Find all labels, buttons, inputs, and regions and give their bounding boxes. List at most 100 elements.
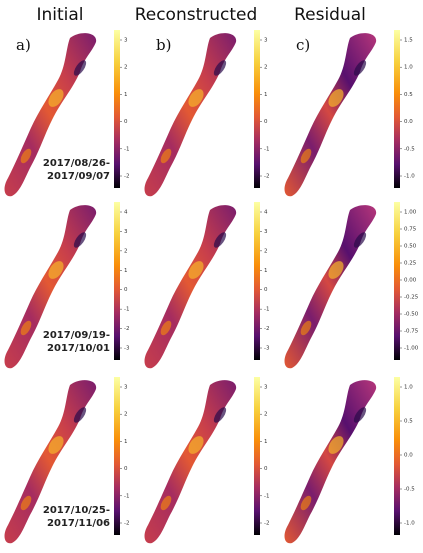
map-feature	[160, 320, 172, 336]
colorbar-tick-label: 3	[264, 38, 268, 44]
colorbar-tick-label: 0.00	[404, 278, 417, 284]
panel: 3 2 1 0 -1 -2 b)	[144, 30, 269, 197]
colorbar-tick-label: 0	[124, 287, 128, 293]
colorbar-tick-label: -0.5	[404, 146, 415, 152]
colorbar-tick-label: 3	[124, 229, 128, 235]
map-feature	[328, 89, 344, 107]
map	[284, 205, 377, 369]
colorbar	[394, 30, 400, 188]
colorbar-tick-label: 0.50	[404, 244, 417, 250]
map-feature	[188, 436, 204, 454]
colorbar-tick-label: 0	[124, 466, 128, 472]
colorbar	[114, 377, 120, 535]
colorbar-tick-label: -3	[124, 346, 130, 352]
colorbar-tick-label: 0.5	[404, 92, 413, 98]
colorbar-tick-label: -1.0	[404, 521, 415, 527]
colorbar-tick-label: 0.0	[404, 119, 413, 125]
colorbar-tick-label: 0	[264, 119, 268, 125]
panel: 3 2 1 0 -1 -2 a)	[4, 30, 129, 197]
colorbar-tick-label: 0	[264, 466, 268, 472]
panel: 1.00 0.75 0.50 0.25 0.00 -0.25 -0.50 -0.75 -1.00	[284, 202, 419, 369]
map-feature	[353, 60, 367, 76]
column-title: Residual	[294, 5, 366, 25]
map-feature	[160, 495, 172, 511]
colorbar-tick-label: -0.25	[404, 295, 419, 301]
map	[144, 380, 237, 544]
colorbar-tick-label: 2	[264, 65, 268, 71]
map-feature	[300, 320, 312, 336]
colorbar	[394, 377, 400, 535]
colorbar-tick-label: 1	[124, 439, 128, 445]
colorbar-tick-label: 0.25	[404, 261, 417, 267]
date-label: 2017/10/01	[47, 343, 110, 354]
map	[284, 33, 377, 197]
panel-label: a)	[16, 36, 31, 54]
colorbar	[114, 202, 120, 360]
map-feature	[48, 89, 64, 107]
colorbar-tick-label: -2	[124, 174, 129, 180]
colorbar-tick-label: -1	[124, 307, 129, 313]
map-feature	[188, 89, 204, 107]
map-feature	[213, 232, 227, 248]
map-feature	[48, 436, 64, 454]
map-feature	[213, 407, 227, 423]
colorbar-tick-label: -2	[124, 521, 129, 527]
colorbar-tick-label: 3	[264, 385, 268, 391]
map-feature	[20, 495, 32, 511]
map-feature	[20, 320, 32, 336]
map	[144, 205, 237, 369]
colorbar-tick-label: -2	[264, 521, 269, 527]
colorbar-tick-label: 1.5	[404, 38, 413, 44]
colorbar-tick-label: -1	[264, 146, 269, 152]
date-label: 2017/08/26-	[43, 158, 110, 169]
colorbar-tick-label: 0.0	[404, 453, 413, 459]
colorbar-tick-label: -0.75	[404, 329, 419, 335]
colorbar-tick-label: 2	[124, 412, 128, 418]
colorbar-tick-label: 2	[264, 412, 268, 418]
colorbar-tick-label: 2	[124, 248, 128, 254]
panel: 4 3 2 1 0 -1 -2 -3	[144, 202, 270, 369]
colorbar	[254, 377, 260, 535]
colorbar-tick-label: -0.5	[404, 487, 415, 493]
map-feature	[160, 148, 172, 164]
panel-label: b)	[156, 36, 171, 54]
map-feature	[328, 261, 344, 279]
colorbar-tick-label: 0.75	[404, 227, 417, 233]
colorbar	[254, 202, 260, 360]
colorbar-tick-label: 0	[124, 119, 128, 125]
map	[284, 380, 377, 544]
panel: 3 2 1 0 -1 -2	[144, 377, 269, 544]
colorbar-tick-label: -1	[124, 493, 129, 499]
colorbar	[394, 202, 400, 360]
colorbar-tick-label: 3	[124, 38, 128, 44]
colorbar-tick-label: 1	[264, 439, 268, 445]
map-feature	[353, 232, 367, 248]
colorbar-tick-label: 4	[124, 210, 128, 216]
map-feature	[300, 495, 312, 511]
date-label: 2017/11/06	[47, 518, 110, 529]
panel: 1.0 0.5 0.0 -0.5 -1.0	[284, 377, 415, 544]
colorbar-tick-label: 1.0	[404, 65, 413, 71]
colorbar-tick-label: 4	[264, 210, 268, 216]
colorbar-tick-label: 3	[124, 385, 128, 391]
map-feature	[73, 407, 87, 423]
colorbar-tick-label: -1	[264, 307, 269, 313]
map-feature	[328, 436, 344, 454]
column-title: Reconstructed	[135, 5, 258, 25]
colorbar-tick-label: 0	[264, 287, 268, 293]
map-feature	[48, 261, 64, 279]
date-label: 2017/09/19-	[43, 330, 110, 341]
colorbar-tick-label: 1	[124, 92, 128, 98]
date-label: 2017/10/25-	[43, 505, 110, 516]
colorbar-tick-label: -3	[264, 346, 270, 352]
colorbar-tick-label: 0.5	[404, 419, 413, 425]
date-label: 2017/09/07	[47, 171, 110, 182]
map-feature	[20, 148, 32, 164]
panel: 1.5 1.0 0.5 0.0 -0.5 -1.0 c)	[284, 30, 415, 197]
colorbar-tick-label: -1.00	[404, 346, 419, 352]
colorbar-tick-label: 1	[124, 268, 128, 274]
column-title: Initial	[36, 5, 83, 25]
colorbar-tick-label: 3	[264, 229, 268, 235]
map-feature	[73, 60, 87, 76]
